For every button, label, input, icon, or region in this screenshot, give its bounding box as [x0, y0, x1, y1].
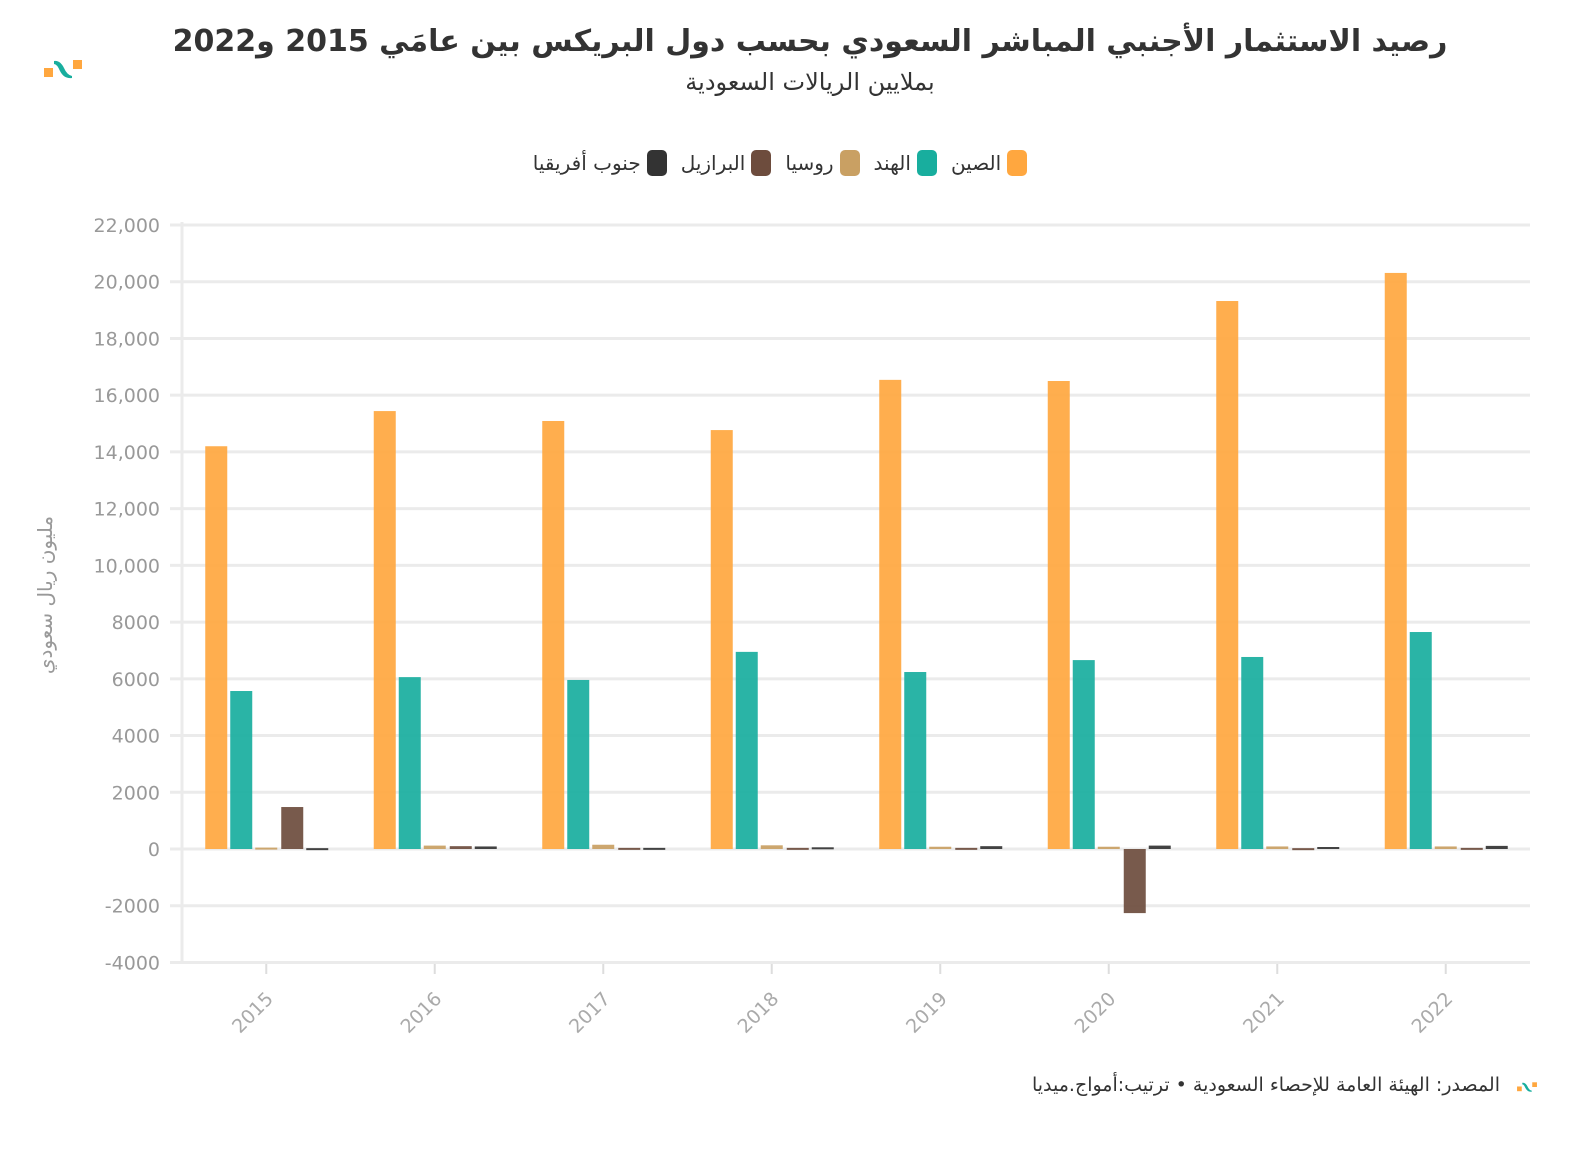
legend-label: البرازيل: [680, 151, 746, 175]
bar[interactable]: [710, 430, 733, 849]
bar[interactable]: [929, 846, 952, 849]
y-tick-label: 0: [148, 839, 160, 861]
x-tick-label: 2018: [734, 988, 784, 1038]
legend-label: روسيا: [785, 151, 834, 175]
legend-swatch: [839, 150, 860, 176]
y-axis-label: مليون ريال سعودي: [33, 516, 58, 674]
chart-header: رصيد الاستثمار الأجنبي المباشر السعودي ب…: [90, 20, 1530, 100]
bar[interactable]: [1097, 846, 1120, 849]
y-tick-label: 12,000: [94, 499, 160, 521]
y-tick-label: 14,000: [94, 442, 160, 464]
legend-item[interactable]: جنوب أفريقيا: [533, 150, 667, 176]
y-tick-label: -2000: [105, 896, 160, 918]
legend-item[interactable]: البرازيل: [681, 150, 772, 176]
bar[interactable]: [1434, 846, 1457, 849]
legend-label: جنوب أفريقيا: [532, 151, 641, 175]
bar[interactable]: [1317, 847, 1340, 850]
bar[interactable]: [281, 807, 304, 849]
y-tick-label: -4000: [105, 952, 160, 974]
legend-swatch: [916, 150, 937, 176]
bar[interactable]: [423, 845, 446, 849]
source-note: المصدر: الهيئة العامة للإحصاء السعودية •…: [1031, 1074, 1500, 1096]
y-tick-label: 18,000: [94, 328, 160, 350]
bar[interactable]: [955, 847, 978, 850]
bar[interactable]: [811, 847, 834, 850]
legend-item[interactable]: الهند: [874, 150, 937, 176]
legend-item[interactable]: روسيا: [785, 150, 860, 176]
bar[interactable]: [306, 848, 329, 851]
bar[interactable]: [255, 847, 278, 850]
x-tick-label: 2022: [1408, 988, 1458, 1038]
bar[interactable]: [904, 672, 927, 849]
bar[interactable]: [449, 846, 472, 849]
bar[interactable]: [643, 847, 666, 850]
legend-swatch: [646, 150, 667, 176]
legend-item[interactable]: الصين: [950, 150, 1028, 176]
bar[interactable]: [1485, 845, 1508, 849]
bar[interactable]: [786, 847, 809, 850]
y-tick-label: 4000: [112, 726, 160, 748]
bar[interactable]: [1384, 272, 1407, 849]
y-tick-label: 10,000: [94, 555, 160, 577]
legend: الصين الهند روسيا البرازيل جنوب أفريقيا: [0, 150, 1560, 176]
legend-label: الهند: [873, 151, 911, 175]
bar[interactable]: [879, 379, 902, 849]
bar[interactable]: [760, 845, 783, 849]
footer-logo-icon: [1517, 1082, 1537, 1092]
bar[interactable]: [230, 691, 253, 849]
legend-label: الصين: [950, 151, 1002, 175]
bar[interactable]: [1072, 660, 1095, 849]
bar[interactable]: [205, 446, 228, 849]
bar[interactable]: [1460, 847, 1483, 850]
chart-title: رصيد الاستثمار الأجنبي المباشر السعودي ب…: [172, 24, 1448, 59]
bar[interactable]: [1047, 381, 1070, 849]
bar[interactable]: [1148, 845, 1171, 849]
y-tick-label: 16,000: [94, 385, 160, 407]
bar[interactable]: [542, 420, 565, 849]
x-tick-label: 2020: [1071, 988, 1121, 1038]
bar[interactable]: [373, 411, 396, 849]
bar[interactable]: [474, 846, 497, 849]
legend-swatch: [1007, 150, 1028, 176]
bar[interactable]: [567, 679, 590, 849]
y-tick-label: 6000: [112, 669, 160, 691]
bar[interactable]: [1216, 301, 1239, 850]
y-tick-label: 2000: [112, 782, 160, 804]
x-tick-label: 2021: [1239, 988, 1289, 1038]
bar[interactable]: [398, 677, 421, 849]
bar[interactable]: [735, 651, 758, 849]
bar[interactable]: [1266, 846, 1289, 849]
x-tick-label: 2017: [565, 988, 615, 1038]
x-tick-label: 2015: [228, 988, 278, 1038]
bar[interactable]: [618, 847, 641, 850]
bar[interactable]: [1292, 848, 1315, 851]
y-tick-label: 20,000: [94, 272, 160, 294]
bar[interactable]: [1123, 849, 1146, 914]
bar[interactable]: [592, 844, 615, 849]
bar[interactable]: [1241, 656, 1264, 849]
y-tick-label: 8000: [112, 612, 160, 634]
y-tick-label: 22,000: [94, 215, 160, 237]
bar[interactable]: [1409, 632, 1432, 849]
legend-swatch: [751, 150, 772, 176]
x-tick-label: 2016: [397, 988, 447, 1038]
bar[interactable]: [980, 846, 1003, 849]
chart-subtitle: بملايين الريالات السعودية: [685, 68, 935, 96]
logo-icon: [44, 60, 82, 79]
x-tick-label: 2019: [902, 988, 952, 1038]
